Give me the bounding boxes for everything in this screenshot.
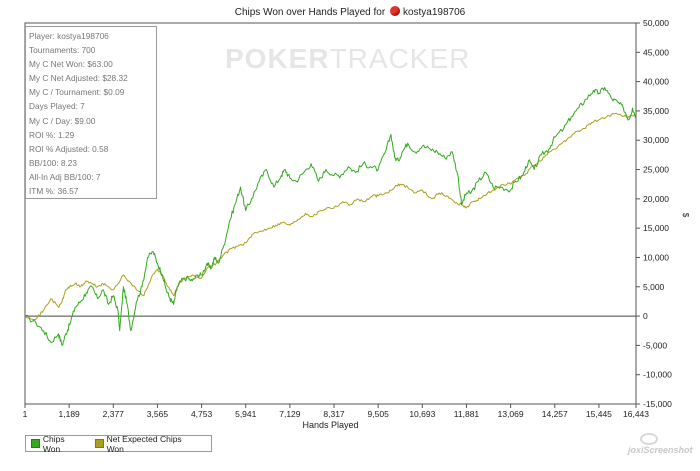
x-tick-label: 10,693 <box>409 409 435 419</box>
x-tick-label: 7,129 <box>279 409 301 419</box>
stat-line: My C / Day: $9.00 <box>29 115 96 126</box>
x-tick-label: 1 <box>23 409 28 419</box>
x-tick-label: 3,565 <box>147 409 169 419</box>
legend-item-chips-won[interactable]: Chips Won <box>31 434 84 454</box>
y-tick-label: 20,000 <box>643 194 669 204</box>
stat-line: Days Played: 7 <box>29 101 85 112</box>
red-suit-icon <box>389 6 400 16</box>
y-tick-label: 5,000 <box>643 282 665 292</box>
x-tick-label: 4,753 <box>191 409 213 419</box>
screenshot-logo-text: joxiScreenshot <box>628 445 693 455</box>
x-tick-label: 13,069 <box>498 409 524 419</box>
y-tick-label: 45,000 <box>643 47 669 57</box>
y-tick-label: 50,000 <box>643 18 669 28</box>
y-tick-label: 30,000 <box>643 135 669 145</box>
axes <box>24 22 640 408</box>
y-tick-label: 25,000 <box>643 165 669 175</box>
stat-line: ITM %: 36.57 <box>29 186 79 197</box>
tick-labels: 1 1,189 2,377 3,565 4,753 5,941 7,129 8,317 9,50… <box>23 18 690 430</box>
legend-swatch-net-expected <box>94 439 104 448</box>
legend: Chips Won Net Expected Chips Won <box>25 433 212 454</box>
stat-line: Tournaments: 700 <box>29 45 96 56</box>
stats-panel: Player: kostya198706 Tournaments: 700 My C… <box>25 26 157 199</box>
stat-line: My C Net Adjusted: $28.32 <box>29 73 128 84</box>
series-line-net-expected <box>24 112 637 321</box>
plot-frame <box>24 22 637 405</box>
x-tick-label: 1,189 <box>59 409 81 419</box>
legend-swatch-chips-won <box>31 439 40 448</box>
x-tick-label: 15,445 <box>586 409 612 419</box>
x-tick-label: 8,317 <box>323 409 345 419</box>
x-tick-label: 16,443 <box>623 409 649 419</box>
y-tick-label: 0 <box>643 311 648 321</box>
series-layer <box>24 87 637 346</box>
stat-line: Player: kostya198706 <box>29 31 109 41</box>
stat-line: All-In Adj BB/100: 7 <box>29 171 101 182</box>
y-tick-label: 40,000 <box>643 77 669 87</box>
pokertracker-watermark: POKERTRACKER <box>225 43 471 74</box>
x-tick-label: 5,941 <box>235 409 257 419</box>
x-tick-label: 11,881 <box>454 409 480 419</box>
x-axis-title: Hands Played <box>302 420 358 430</box>
x-tick-label: 14,257 <box>542 409 568 419</box>
chart-title: Chips Won over Hands Played for kostya19… <box>0 6 700 18</box>
y-axis-title: $ <box>681 213 690 218</box>
screenshot-logo-icon <box>640 433 658 445</box>
y-tick-label: 10,000 <box>643 252 669 262</box>
stat-line: ROI %: 1.29 <box>29 129 75 140</box>
y-tick-label: -10,000 <box>643 370 672 380</box>
chart-title-player: kostya198706 <box>402 7 466 18</box>
legend-label-chips-won: Chips Won <box>42 433 65 454</box>
legend-label-net-expected: Net Expected Chips Won <box>106 433 182 454</box>
stat-line: My C / Tournament: $0.09 <box>29 87 125 98</box>
stat-line: ROI % Adjusted: 0.58 <box>29 143 109 154</box>
chart-title-prefix: Chips Won over Hands Played for <box>234 7 386 18</box>
y-tick-label: 35,000 <box>643 106 669 116</box>
series-line-chips-won <box>24 87 637 346</box>
y-tick-label: 15,000 <box>643 223 669 233</box>
stat-line: My C Net Won: $63.00 <box>29 59 113 70</box>
x-tick-label: 2,377 <box>103 409 125 419</box>
x-tick-label: 9,505 <box>368 409 390 419</box>
y-tick-label: -5,000 <box>643 340 667 350</box>
legend-item-net-expected[interactable]: Net Expected Chips Won <box>94 433 200 454</box>
y-tick-label: -15,000 <box>643 399 672 409</box>
stat-line: BB/100: 8.23 <box>29 157 77 168</box>
